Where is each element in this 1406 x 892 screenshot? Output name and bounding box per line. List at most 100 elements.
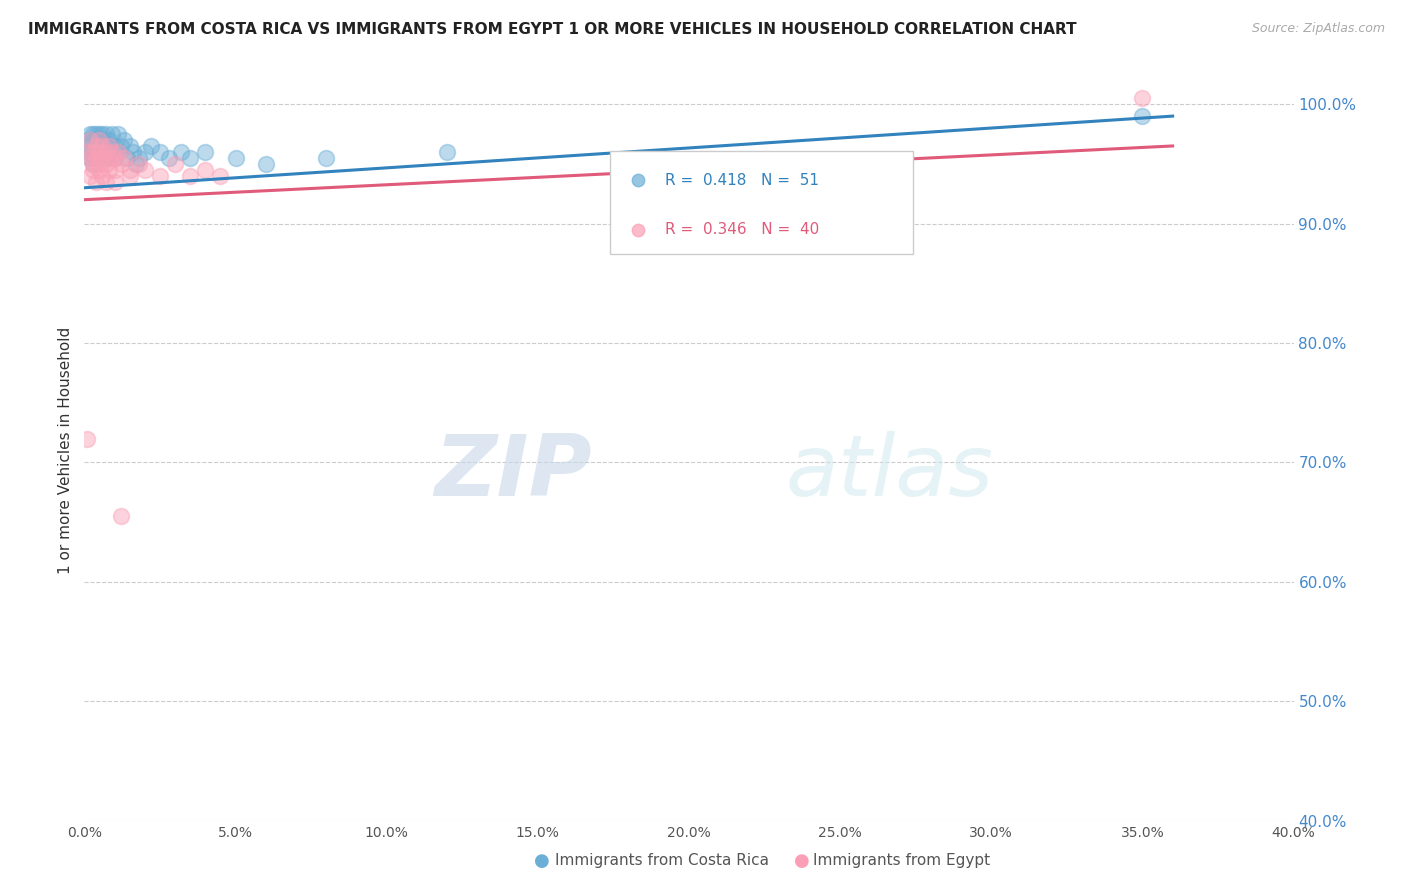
Point [91,139,114,153]
Point [121,145,143,159]
Point [436,145,458,159]
Point [97,133,120,147]
Y-axis label: 1 or more Vehicles in Household: 1 or more Vehicles in Household [58,326,73,574]
Point [89,139,111,153]
Point [94,145,117,159]
Point [86,175,108,189]
Point [82,157,104,171]
Text: Source: ZipAtlas.com: Source: ZipAtlas.com [1251,22,1385,36]
Point [91,169,114,183]
Point [170,145,193,159]
Text: ●: ● [794,852,815,870]
Point [82,145,104,159]
Point [134,162,156,177]
Point [94,127,117,141]
Point [104,162,127,177]
Point [110,509,132,524]
Point [79,127,101,141]
Text: IMMIGRANTS FROM COSTA RICA VS IMMIGRANTS FROM EGYPT 1 OR MORE VEHICLES IN HOUSEH: IMMIGRANTS FROM COSTA RICA VS IMMIGRANTS… [28,22,1077,37]
Text: Immigrants from Egypt: Immigrants from Egypt [813,854,990,868]
Point [134,145,156,159]
Point [82,162,104,177]
Point [179,169,201,183]
Point [76,145,98,159]
Point [91,145,114,159]
Point [254,157,277,171]
Text: R =  0.346   N =  40: R = 0.346 N = 40 [665,222,820,237]
Point [97,139,120,153]
Point [94,139,117,153]
Point [128,157,150,171]
Point [165,157,187,171]
Point [149,169,172,183]
Point [118,162,141,177]
Point [1130,91,1153,105]
Point [86,151,108,165]
Point [79,133,101,147]
Point [100,145,122,159]
Point [139,139,162,153]
Point [104,139,127,153]
Point [194,162,217,177]
Point [128,151,150,165]
Point [82,127,104,141]
Point [79,139,101,153]
Point [97,151,120,165]
Point [94,175,117,189]
Point [79,169,101,183]
Point [112,133,135,147]
Point [91,133,114,147]
Point [86,139,108,153]
Point [82,145,104,159]
Point [89,133,111,147]
Point [89,162,111,177]
Point [97,162,120,177]
Point [110,139,132,153]
Point [76,432,98,446]
Text: ZIP: ZIP [434,431,592,514]
Text: atlas: atlas [786,431,994,514]
Point [315,151,337,165]
Point [91,151,114,165]
Point [79,151,101,165]
Point [89,127,111,141]
Point [91,139,114,153]
Point [149,145,172,159]
Point [89,157,111,171]
Point [100,127,122,141]
Point [1130,109,1153,123]
Point [179,151,201,165]
Text: R =  0.418   N =  51: R = 0.418 N = 51 [665,173,818,187]
Point [89,133,111,147]
Point [107,145,129,159]
Point [112,151,135,165]
Text: ●: ● [534,852,555,870]
Point [94,151,117,165]
Point [97,151,120,165]
Point [115,151,138,165]
Point [89,145,111,159]
FancyBboxPatch shape [610,151,912,254]
Point [79,151,101,165]
Point [104,151,127,165]
Point [225,151,247,165]
Point [76,145,98,159]
Point [86,139,108,153]
Point [125,157,148,171]
Text: Immigrants from Costa Rica: Immigrants from Costa Rica [555,854,769,868]
Point [91,127,114,141]
Point [89,151,111,165]
Point [86,127,108,141]
Point [94,157,117,171]
Point [104,151,127,165]
Point [104,175,127,189]
Point [76,133,98,147]
Point [82,157,104,171]
Point [107,145,129,159]
Point [97,139,120,153]
Point [86,151,108,165]
Point [118,169,141,183]
Point [157,151,180,165]
Point [82,133,104,147]
Point [209,169,232,183]
